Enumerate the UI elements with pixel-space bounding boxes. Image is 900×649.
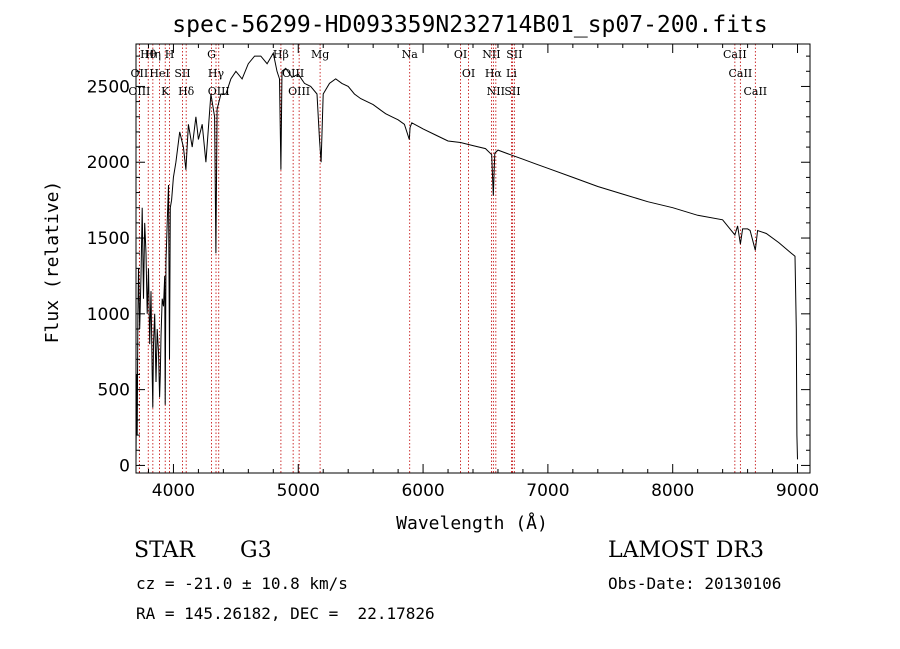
- line-label: SII: [506, 48, 522, 61]
- line-label: OI: [462, 67, 475, 80]
- line-label: Hγ: [208, 67, 225, 80]
- line-label: G: [207, 48, 216, 61]
- y-tick-label: 1500: [87, 229, 130, 249]
- x-tick-label: 6000: [401, 481, 444, 501]
- x-tick-label: 4000: [152, 481, 195, 501]
- spectral-line-markers: [138, 44, 756, 473]
- line-label: SII: [504, 85, 520, 98]
- line-label: CaII: [729, 67, 753, 80]
- obs-date: Obs-Date: 20130106: [608, 574, 782, 593]
- redshift-text: cz = -21.0 ± 10.8 km/s: [136, 574, 348, 593]
- y-tick-label: 500: [98, 381, 130, 401]
- line-label: H: [165, 48, 175, 61]
- line-label: HeI: [149, 67, 169, 80]
- line-label: OIII: [288, 85, 310, 98]
- x-tick-label: 8000: [651, 481, 694, 501]
- line-label: CaII: [723, 48, 747, 61]
- plot-frame: [135, 43, 811, 474]
- spectrum-chart: spec-56299-HD093359N232714B01_sp07-200.f…: [42, 12, 819, 534]
- survey-name: LAMOST DR3: [608, 538, 764, 563]
- line-label: K: [161, 85, 170, 98]
- object-subclass: G3: [240, 538, 272, 563]
- chart-title: spec-56299-HD093359N232714B01_sp07-200.f…: [172, 12, 767, 38]
- spectral-line-labels: HθOIIOIIIHηHeIKHSIIHδGHγOIIIHβOIIIOIIIMg…: [128, 48, 767, 98]
- line-label: Mg: [311, 48, 329, 61]
- line-label: OIII: [128, 85, 150, 98]
- x-tick-label: 9000: [776, 481, 819, 501]
- line-label: Hβ: [273, 48, 289, 61]
- line-label: Hδ: [178, 85, 195, 98]
- line-label: OIII: [208, 85, 230, 98]
- line-label: CaII: [743, 85, 767, 98]
- line-label: NII: [482, 48, 500, 61]
- line-label: Li: [506, 67, 517, 80]
- line-label: NII: [487, 85, 505, 98]
- x-axis-ticks: 4000 5000 6000 7000 8000 9000: [147, 44, 819, 501]
- y-tick-label: 1000: [87, 305, 130, 325]
- line-label: SII: [174, 67, 190, 80]
- x-axis-label: Wavelength (Å): [396, 512, 548, 534]
- object-class: STAR: [134, 538, 195, 563]
- y-tick-label: 2500: [87, 77, 130, 97]
- line-label: Hη: [145, 48, 161, 61]
- y-tick-label: 2000: [87, 153, 130, 173]
- x-tick-label: 5000: [277, 481, 320, 501]
- line-label: Hθ: [140, 48, 157, 61]
- line-label: Na: [402, 48, 419, 61]
- line-label: OI: [454, 48, 467, 61]
- y-axis-label: Flux (relative): [42, 181, 63, 344]
- x-tick-label: 7000: [526, 481, 569, 501]
- y-tick-label: 0: [119, 456, 130, 476]
- spectrum-line: [135, 51, 798, 461]
- line-label: Hα: [485, 67, 503, 80]
- line-label: OII: [131, 67, 149, 80]
- coordinates: RA = 145.26182, DEC = 22.17826: [136, 604, 435, 623]
- y-axis-ticks: 0 500 1000 1500 2000 2500: [87, 55, 810, 476]
